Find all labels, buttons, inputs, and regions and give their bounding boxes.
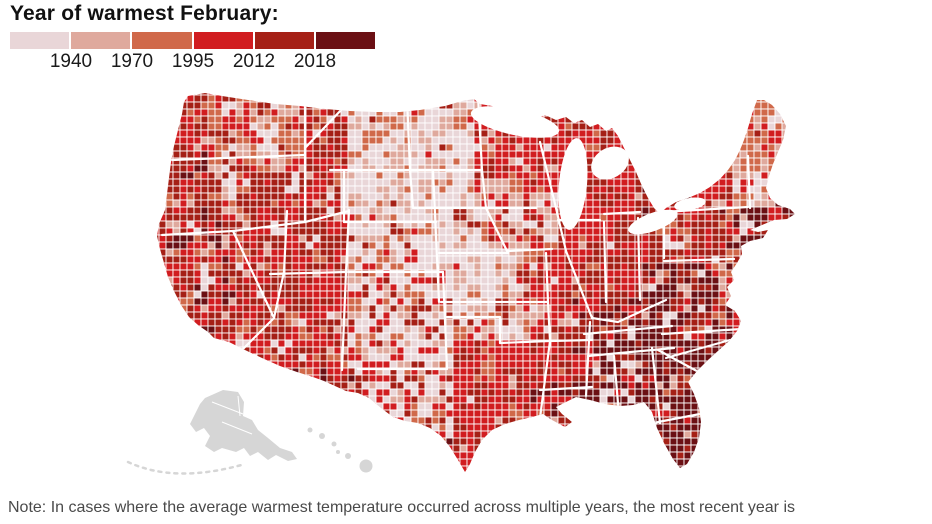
legend-color-bar [10, 32, 376, 49]
legend-label-1940: 1940 [49, 51, 93, 72]
legend-label-2018: 2018 [293, 51, 337, 72]
lake-michigan [558, 138, 588, 230]
great-lakes-overlay [470, 106, 706, 235]
lake-superior [470, 106, 560, 138]
legend-swatch-1 [71, 32, 131, 49]
legend-swatch-0 [10, 32, 70, 49]
legend-label-2012: 2012 [232, 51, 276, 72]
legend-label-1970: 1970 [110, 51, 154, 72]
legend-swatch-3 [193, 32, 253, 49]
lake-huron [591, 146, 629, 180]
legend-swatch-2 [132, 32, 192, 49]
lake-erie [628, 209, 678, 235]
lake-ontario [674, 197, 706, 211]
aleutian-islands [126, 460, 247, 475]
note-text: Note: In cases where the average warmest… [8, 499, 796, 516]
alaska-shape [126, 390, 297, 475]
hawaii-islands [307, 427, 373, 473]
page-title: Year of warmest February: [10, 2, 279, 25]
legend-label-1995: 1995 [171, 51, 215, 72]
map-header: Year of warmest February: 1940 1970 1995 20… [10, 2, 376, 75]
legend-labels: 1940 1970 1995 2012 2018 [10, 51, 375, 75]
legend-swatch-5 [315, 32, 376, 49]
legend-swatch-4 [254, 32, 314, 49]
